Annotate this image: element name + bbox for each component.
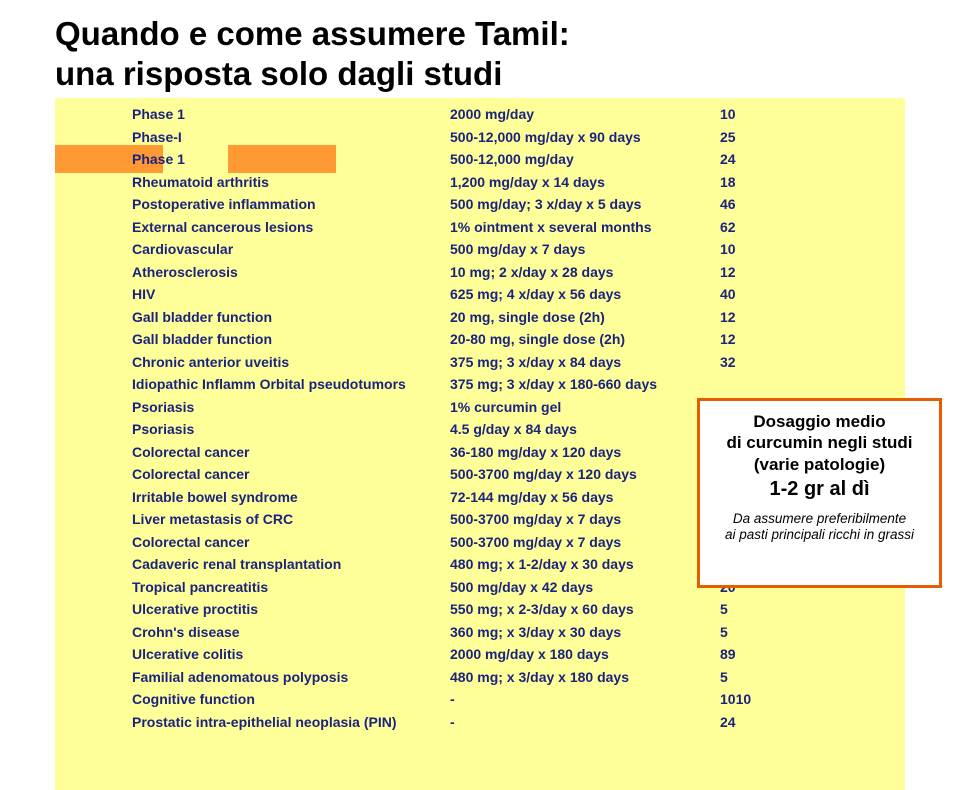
condition-cell: Prostatic intra-epithelial neoplasia (PI… — [132, 714, 450, 730]
dose-cell: 500-12,000 mg/day — [450, 151, 720, 167]
slide-title: Quando e come assumere Tamil:una rispost… — [55, 14, 570, 93]
dose-cell: 20-80 mg, single dose (2h) — [450, 331, 720, 347]
dose-cell: 375 mg; 3 x/day x 180-660 days — [450, 376, 720, 392]
table-row: Postoperative inflammation500 mg/day; 3 … — [132, 193, 872, 216]
condition-cell: Psoriasis — [132, 399, 450, 415]
dose-cell: 500 mg/day x 42 days — [450, 579, 720, 595]
condition-cell: HIV — [132, 286, 450, 302]
condition-cell: Tropical pancreatitis — [132, 579, 450, 595]
dose-cell: 2000 mg/day x 180 days — [450, 646, 720, 662]
table-row: Prostatic intra-epithelial neoplasia (PI… — [132, 711, 872, 734]
n-cell: 5 — [720, 601, 780, 617]
n-cell: 12 — [720, 309, 780, 325]
dose-cell: 500-3700 mg/day x 7 days — [450, 511, 720, 527]
n-cell: 24 — [720, 714, 780, 730]
dose-cell: 10 mg; 2 x/day x 28 days — [450, 264, 720, 280]
condition-cell: Rheumatoid arthritis — [132, 174, 450, 190]
condition-cell: Irritable bowel syndrome — [132, 489, 450, 505]
n-cell: 12 — [720, 264, 780, 280]
n-cell: 10 — [720, 241, 780, 257]
dosage-callout: Dosaggio mediodi curcumin negli studi(va… — [697, 398, 942, 588]
n-cell: 10 — [720, 106, 780, 122]
n-cell: 46 — [720, 196, 780, 212]
n-cell: 89 — [720, 646, 780, 662]
table-row: Phase 1500-12,000 mg/day24 — [132, 148, 872, 171]
condition-cell: Psoriasis — [132, 421, 450, 437]
callout-heading: Dosaggio mediodi curcumin negli studi(va… — [708, 411, 931, 475]
condition-cell: Colorectal cancer — [132, 534, 450, 550]
dose-cell: 500-12,000 mg/day x 90 days — [450, 129, 720, 145]
condition-cell: Cognitive function — [132, 691, 450, 707]
n-cell: 40 — [720, 286, 780, 302]
table-row: External cancerous lesions1% ointment x … — [132, 216, 872, 239]
table-row: Cognitive function-1010 — [132, 688, 872, 711]
callout-dose: 1-2 gr al dì — [708, 478, 931, 501]
table-row: Chronic anterior uveitis375 mg; 3 x/day … — [132, 351, 872, 374]
condition-cell: Familial adenomatous polyposis — [132, 669, 450, 685]
dose-cell: 625 mg; 4 x/day x 56 days — [450, 286, 720, 302]
dose-cell: 1% ointment x several months — [450, 219, 720, 235]
condition-cell: External cancerous lesions — [132, 219, 450, 235]
n-cell: 5 — [720, 624, 780, 640]
condition-cell: Gall bladder function — [132, 331, 450, 347]
condition-cell: Idiopathic Inflamm Orbital pseudotumors — [132, 376, 450, 392]
table-row: Rheumatoid arthritis1,200 mg/day x 14 da… — [132, 171, 872, 194]
condition-cell: Atherosclerosis — [132, 264, 450, 280]
n-cell: 32 — [720, 354, 780, 370]
dose-cell: 500-3700 mg/day x 7 days — [450, 534, 720, 550]
condition-cell: Postoperative inflammation — [132, 196, 450, 212]
dose-cell: 20 mg, single dose (2h) — [450, 309, 720, 325]
table-row: Ulcerative colitis2000 mg/day x 180 days… — [132, 643, 872, 666]
n-cell: 25 — [720, 129, 780, 145]
dose-cell: 500-3700 mg/day x 120 days — [450, 466, 720, 482]
n-cell: 1010 — [720, 691, 780, 707]
condition-cell: Phase 1 — [132, 151, 450, 167]
dose-cell: - — [450, 714, 720, 730]
condition-cell: Liver metastasis of CRC — [132, 511, 450, 527]
condition-cell: Phase-I — [132, 129, 450, 145]
n-cell: 12 — [720, 331, 780, 347]
dose-cell: 360 mg; x 3/day x 30 days — [450, 624, 720, 640]
table-row: HIV625 mg; 4 x/day x 56 days40 — [132, 283, 872, 306]
dose-cell: 550 mg; x 2-3/day x 60 days — [450, 601, 720, 617]
dose-cell: 500 mg/day x 7 days — [450, 241, 720, 257]
table-row: Ulcerative proctitis550 mg; x 2-3/day x … — [132, 598, 872, 621]
n-cell: 62 — [720, 219, 780, 235]
slide: Quando e come assumere Tamil:una rispost… — [0, 0, 960, 789]
dose-cell: - — [450, 691, 720, 707]
table-row: Phase 12000 mg/day10 — [132, 103, 872, 126]
condition-cell: Phase 1 — [132, 106, 450, 122]
dose-cell: 480 mg; x 1-2/day x 30 days — [450, 556, 720, 572]
condition-cell: Colorectal cancer — [132, 444, 450, 460]
dose-cell: 1% curcumin gel — [450, 399, 720, 415]
dose-cell: 500 mg/day; 3 x/day x 5 days — [450, 196, 720, 212]
condition-cell: Crohn's disease — [132, 624, 450, 640]
table-row: Atherosclerosis10 mg; 2 x/day x 28 days1… — [132, 261, 872, 284]
dose-cell: 36-180 mg/day x 120 days — [450, 444, 720, 460]
condition-cell: Cadaveric renal transplantation — [132, 556, 450, 572]
table-row: Familial adenomatous polyposis480 mg; x … — [132, 666, 872, 689]
condition-cell: Colorectal cancer — [132, 466, 450, 482]
dose-cell: 2000 mg/day — [450, 106, 720, 122]
dose-cell: 4.5 g/day x 84 days — [450, 421, 720, 437]
dose-cell: 375 mg; 3 x/day x 84 days — [450, 354, 720, 370]
n-cell: 18 — [720, 174, 780, 190]
dose-cell: 1,200 mg/day x 14 days — [450, 174, 720, 190]
table-row: Gall bladder function20 mg, single dose … — [132, 306, 872, 329]
table-row: Phase-I500-12,000 mg/day x 90 days25 — [132, 126, 872, 149]
condition-cell: Gall bladder function — [132, 309, 450, 325]
n-cell: 5 — [720, 669, 780, 685]
condition-cell: Ulcerative proctitis — [132, 601, 450, 617]
condition-cell: Ulcerative colitis — [132, 646, 450, 662]
condition-cell: Chronic anterior uveitis — [132, 354, 450, 370]
table-row: Gall bladder function20-80 mg, single do… — [132, 328, 872, 351]
callout-note: Da assumere preferibilmenteai pasti prin… — [708, 511, 931, 543]
table-row: Idiopathic Inflamm Orbital pseudotumors3… — [132, 373, 872, 396]
dose-cell: 72-144 mg/day x 56 days — [450, 489, 720, 505]
condition-cell: Cardiovascular — [132, 241, 450, 257]
dose-cell: 480 mg; x 3/day x 180 days — [450, 669, 720, 685]
table-row: Cardiovascular500 mg/day x 7 days10 — [132, 238, 872, 261]
table-row: Crohn's disease360 mg; x 3/day x 30 days… — [132, 621, 872, 644]
n-cell: 24 — [720, 151, 780, 167]
